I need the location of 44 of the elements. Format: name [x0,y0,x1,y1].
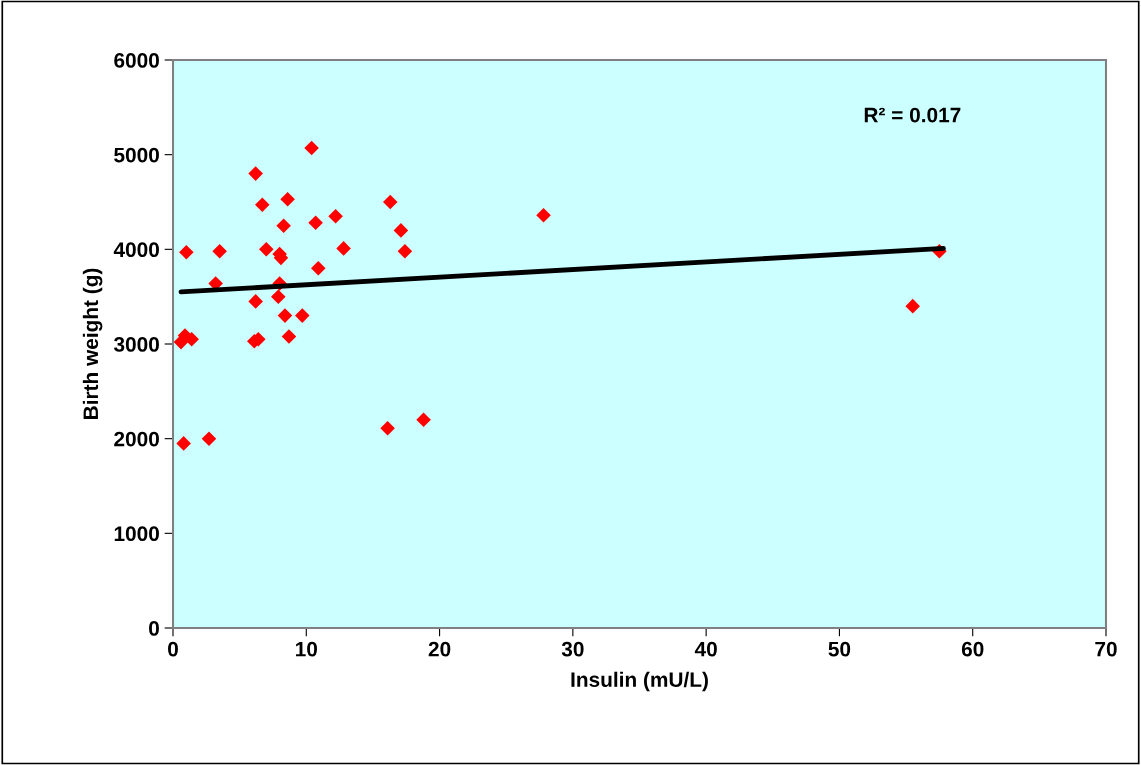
point [201,431,217,446]
point [176,436,191,451]
annotation: R² = 0.017 [864,107,961,123]
x-tick-label: 20 [428,641,451,657]
point [397,243,413,259]
x-tick-label: 50 [828,641,851,657]
y-tick-label: 5000 [114,147,159,163]
y-tick-label: 6000 [114,53,159,68]
point [280,191,295,207]
point [304,140,319,156]
point [212,243,227,259]
y-tick-label: 1000 [114,526,159,542]
x-tick-label: 30 [561,641,584,657]
y-tick-label: 4000 [113,242,159,258]
point [276,218,291,233]
point [248,166,263,181]
point [393,223,409,238]
point [248,294,263,309]
x-tick-label: 10 [296,641,318,657]
y-tick-label: 0 [149,621,159,636]
point [382,194,398,210]
x-tick-label: 40 [694,641,717,657]
point [179,244,194,260]
point [277,308,293,323]
point [416,412,431,428]
point [271,289,286,304]
x-tick-label: 0 [168,641,178,657]
y-axis-title: Birth weight (g) [82,268,103,419]
y-tick-label: 2000 [114,431,159,447]
x-axis-title: Insulin (mU/L) [571,671,708,692]
point [308,215,323,231]
point [380,420,395,436]
x-tick-label: 70 [1095,641,1117,657]
point [905,298,921,314]
point [281,329,297,344]
point [295,308,310,323]
point [311,260,326,276]
point [336,241,351,256]
point [255,197,270,213]
point [328,208,343,224]
x-tick-label: 60 [961,641,984,657]
point [259,242,274,257]
point [536,207,551,223]
y-tick-label: 3000 [113,337,159,352]
